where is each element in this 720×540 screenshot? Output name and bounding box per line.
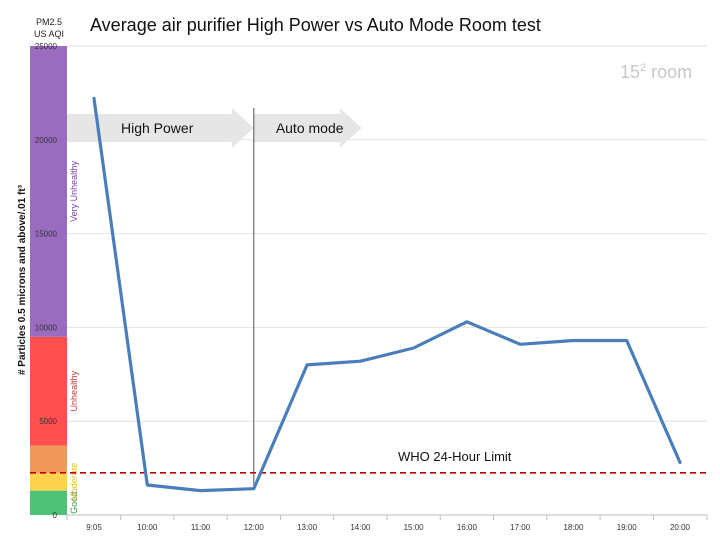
y-tick-label: 5000 xyxy=(39,417,57,426)
phase-label: High Power xyxy=(121,120,194,136)
aqi-band xyxy=(30,336,67,446)
x-tick-label: 14:00 xyxy=(350,523,371,532)
aqi-band-label: Moderate xyxy=(69,463,79,501)
room-label-suffix: room xyxy=(646,62,692,82)
x-tick-labels: 9:05 10:00 11:00 12:00 13:00 14:00 15:00 16:00 1… xyxy=(86,523,690,532)
x-tick-label: 15:00 xyxy=(404,523,425,532)
room-label: 152 room xyxy=(620,62,692,82)
x-tick-label: 13:00 xyxy=(297,523,318,532)
x-tick-label: 18:00 xyxy=(563,523,584,532)
aqi-band xyxy=(30,472,67,491)
x-tick-label: 12:00 xyxy=(244,523,265,532)
phase-arrows: High Power Auto mode xyxy=(67,108,362,489)
y-tick-label: 10000 xyxy=(35,323,58,332)
y-tick-label: 25000 xyxy=(35,42,58,51)
x-tick-label: 19:00 xyxy=(617,523,638,532)
phase-label: Auto mode xyxy=(276,120,344,136)
aqi-header-line1: PM2.5 xyxy=(36,17,62,27)
x-tick-label: 16:00 xyxy=(457,523,478,532)
y-tick-labels: 0 5000 10000 15000 20000 25000 xyxy=(35,42,58,520)
aqi-band-label: Very Unhealthy xyxy=(69,160,79,222)
who-limit-label: WHO 24-Hour Limit xyxy=(398,449,512,464)
who-limit: WHO 24-Hour Limit xyxy=(30,449,707,474)
x-tick-label: 20:00 xyxy=(670,523,691,532)
aqi-band xyxy=(30,445,67,473)
y-tick-label: 0 xyxy=(53,511,58,520)
room-label-number: 15 xyxy=(620,62,640,82)
aqi-band-label: Unhealthy xyxy=(69,370,79,411)
x-tick-label: 11:00 xyxy=(191,523,211,532)
aqi-band xyxy=(30,490,67,515)
aqi-band-label: Good xyxy=(69,492,79,514)
aqi-band xyxy=(30,46,67,337)
y-axis-label: # Particles 0.5 microns and above/.01 ft… xyxy=(17,184,28,375)
phase-arrow xyxy=(253,108,362,148)
gridlines xyxy=(66,45,708,520)
series-line xyxy=(92,96,682,493)
x-tick-label: 17:00 xyxy=(510,523,531,532)
x-tick-label: 10:00 xyxy=(137,523,158,532)
x-tick-label: 9:05 xyxy=(86,523,102,532)
chart-title: Average air purifier High Power vs Auto … xyxy=(90,15,541,35)
phase-arrow xyxy=(67,108,254,148)
room-label-superscript: 2 xyxy=(640,62,646,74)
y-tick-label: 20000 xyxy=(35,136,58,145)
series-lines xyxy=(92,96,682,493)
aqi-header-line2: US AQI xyxy=(34,29,64,39)
y-tick-label: 15000 xyxy=(35,230,58,239)
